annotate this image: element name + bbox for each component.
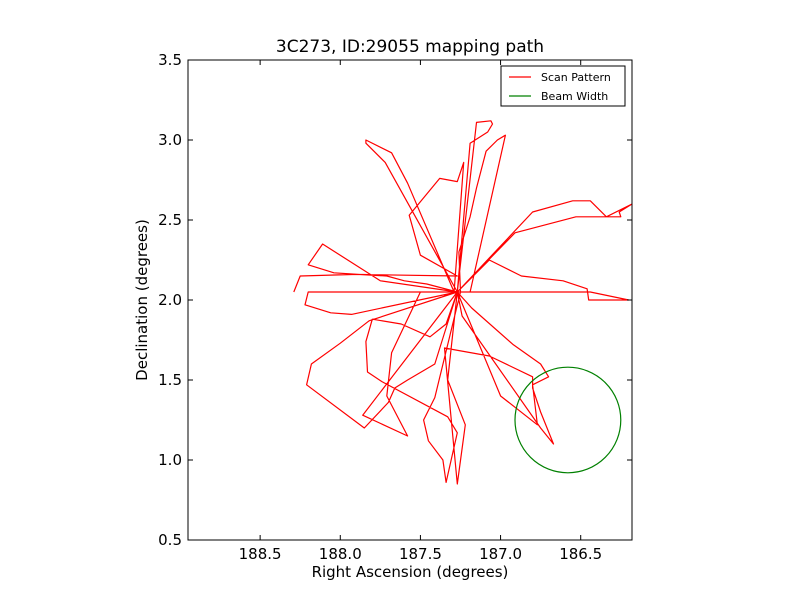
y-tick-label: 1.5	[158, 371, 182, 389]
x-tick-label: 187.0	[479, 545, 522, 563]
y-tick-label: 0.5	[158, 531, 182, 549]
y-tick-label: 2.5	[158, 211, 182, 229]
y-tick-label: 2.0	[158, 291, 182, 309]
legend-label: Beam Width	[541, 90, 608, 103]
scan-pattern-line	[293, 120, 632, 485]
y-axis-label: Declination (degrees)	[133, 219, 151, 381]
x-axis-label: Right Ascension (degrees)	[312, 563, 509, 581]
y-tick-label: 1.0	[158, 451, 182, 469]
x-tick-label: 188.5	[239, 545, 282, 563]
legend-box	[500, 65, 626, 107]
legend-label: Scan Pattern	[541, 71, 611, 84]
x-tick-label: 188.0	[319, 545, 362, 563]
x-tick-label: 187.5	[399, 545, 442, 563]
x-tick-label: 186.5	[559, 545, 602, 563]
beam-width-circle	[514, 366, 622, 474]
y-tick-label: 3.5	[158, 51, 182, 69]
chart-title: 3C273, ID:29055 mapping path	[276, 37, 544, 57]
y-tick-label: 3.0	[158, 131, 182, 149]
plot-area: 188.5 188.0 187.5 187.0 186.5 0.5 1.0 1.5 2.0 2.5…	[158, 51, 633, 563]
